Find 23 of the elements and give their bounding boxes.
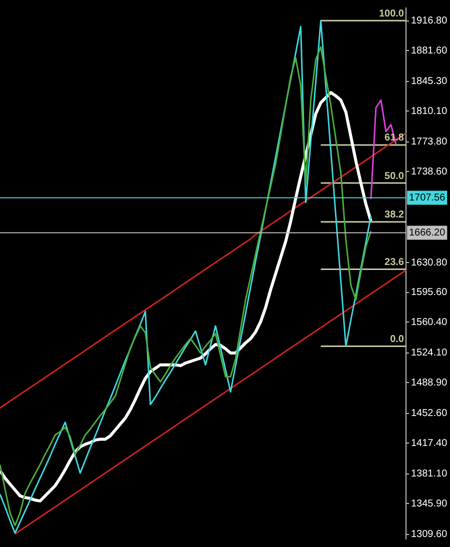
y-tick-label: 1524.10 [411, 348, 448, 359]
y-tick-label: 1630.80 [411, 257, 448, 268]
series-label: 100.0 [378, 8, 404, 20]
series-label: 38.2 [384, 210, 404, 221]
series-label: 23.6 [384, 257, 404, 268]
y-tick-label: 1595.60 [411, 287, 448, 298]
y-tick-label: 1773.80 [411, 136, 448, 148]
y-tick-label: 1916.80 [411, 16, 448, 27]
y-tick-label: 1345.90 [411, 498, 448, 510]
y-tick-label: 1560.40 [411, 316, 448, 328]
y-tick-label: 1452.60 [411, 408, 448, 420]
y-tick-label: 1417.40 [411, 438, 448, 449]
y-tick-label: 1309.60 [411, 529, 448, 540]
ref-line-label: 1666.20 [409, 227, 446, 238]
y-tick-label: 1881.60 [411, 45, 448, 56]
y-tick-label: 1810.10 [411, 106, 448, 117]
y-tick-label: 1381.10 [411, 468, 448, 480]
series-label: 50.0 [384, 170, 404, 182]
y-tick-label: 1845.30 [411, 76, 448, 88]
y-tick-label: 1488.90 [411, 377, 448, 388]
series-label: 0.0 [390, 334, 404, 345]
ref-line-label: 1707.56 [409, 192, 446, 204]
y-tick-label: 1738.60 [411, 166, 448, 178]
